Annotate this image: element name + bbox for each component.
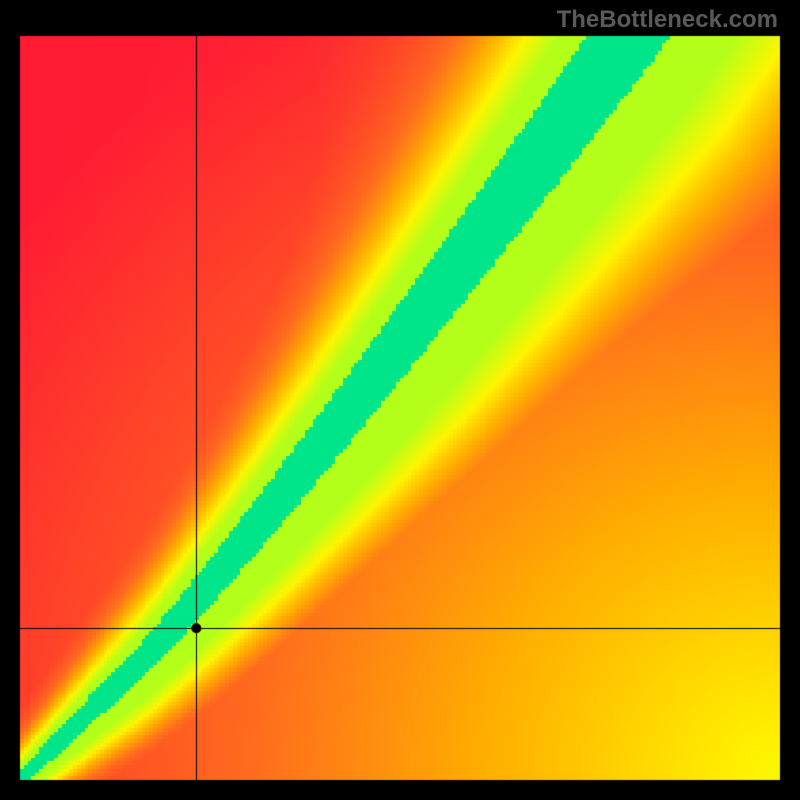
watermark-text: TheBottleneck.com <box>557 6 778 34</box>
heatmap-canvas <box>0 0 800 800</box>
chart-container: TheBottleneck.com <box>0 0 800 800</box>
